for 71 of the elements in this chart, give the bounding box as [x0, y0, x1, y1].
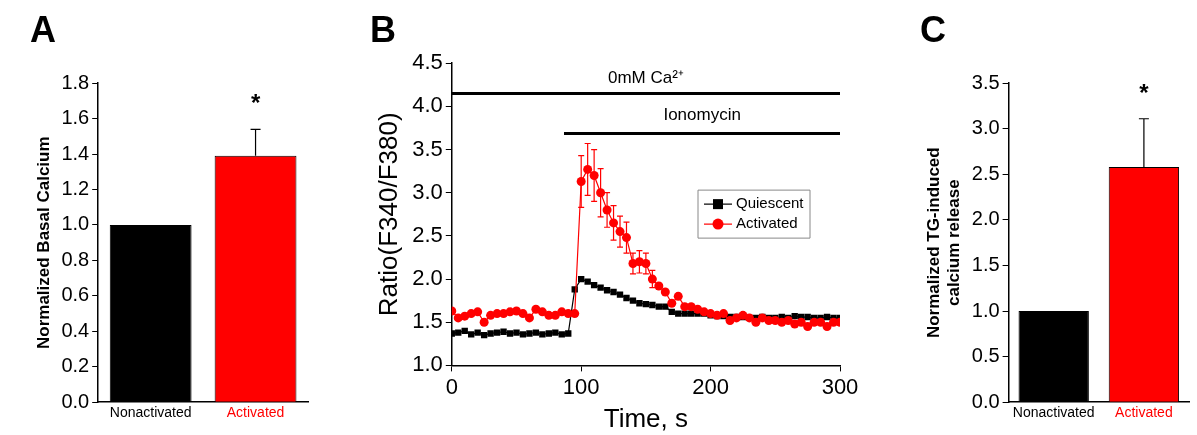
annotation: *	[249, 89, 262, 118]
x-tick-label: Activated	[226, 404, 285, 421]
y-tick-label: 3.0	[412, 178, 443, 204]
point	[526, 330, 533, 337]
chart-title: A	[30, 8, 56, 50]
y-tick-label: 2.0	[971, 207, 1000, 230]
x-tick-label: 200	[692, 373, 729, 399]
point	[629, 297, 637, 304]
point	[636, 300, 643, 307]
point	[513, 329, 520, 336]
point	[565, 330, 572, 337]
y-tick-label: 0.5	[971, 344, 1000, 367]
y-tick-label: 0.2	[61, 354, 90, 377]
point	[804, 313, 811, 321]
point	[493, 329, 501, 336]
point	[506, 330, 514, 337]
point	[584, 278, 591, 285]
y-tick-label: 1.0	[61, 212, 90, 235]
y-tick-label: 2.0	[412, 265, 443, 291]
y-tick-label: 1.4	[61, 141, 90, 164]
y-tick-label: 1.5	[971, 253, 1000, 275]
point	[545, 330, 553, 337]
point	[474, 329, 481, 336]
legend-label: Quiescent	[736, 194, 805, 212]
point	[642, 300, 650, 308]
y-tick-label: 1.6	[61, 106, 90, 129]
y-tick-label: 2.5	[412, 221, 443, 247]
y-tick-label: 1.0	[412, 351, 443, 377]
y-tick-label: 3.5	[412, 135, 443, 161]
annotation: Ionomycin	[662, 105, 742, 126]
y-tick-label: 0.4	[61, 318, 90, 341]
annotation: *	[1138, 78, 1150, 107]
legend-label: Activated	[736, 214, 798, 232]
y-tick-label: 0.6	[61, 283, 90, 306]
x-tick-label: 0	[445, 373, 458, 399]
y-tick-label: 4.5	[412, 49, 443, 75]
y-tick-label: 1.0	[971, 298, 1000, 321]
annotation: 0mM Ca²⁺	[606, 67, 685, 89]
y-tick-label: 2.5	[971, 161, 1000, 184]
point	[532, 329, 540, 336]
x-tick-label: 100	[562, 373, 600, 399]
y-axis-title: Normalized TG-induced calcium release	[923, 147, 964, 339]
point	[455, 329, 462, 336]
y-axis-title: Normalized Basal Calcium	[33, 136, 53, 349]
point	[675, 310, 682, 317]
chart-title: B	[370, 8, 396, 50]
x-tick-label: Nonactivated	[109, 404, 192, 421]
y-axis-title: Ratio(F340/F380)	[372, 112, 403, 317]
point	[597, 284, 604, 291]
x-tick-label: Activated	[1115, 404, 1173, 421]
point	[500, 328, 507, 335]
point	[649, 301, 656, 309]
y-tick-label: 1.5	[412, 308, 443, 334]
y-tick-label: 3.5	[971, 70, 1000, 93]
chart-title: C	[920, 8, 946, 50]
point	[616, 291, 624, 298]
y-tick-label: 3.0	[971, 116, 1000, 139]
point	[623, 294, 630, 302]
y-tick-label: 4.0	[412, 92, 443, 118]
y-tick-label: 0.0	[61, 389, 90, 412]
y-tick-label: 0.0	[971, 389, 1000, 412]
x-tick-label: Nonactivated	[1012, 404, 1095, 421]
y-tick-label: 1.2	[61, 177, 90, 200]
y-tick-label: 1.8	[61, 70, 90, 93]
y-tick-label: 0.8	[61, 247, 90, 270]
x-tick-label: 300	[821, 373, 859, 399]
point	[610, 288, 617, 296]
point	[539, 331, 546, 338]
point	[487, 330, 494, 337]
point	[552, 329, 559, 336]
x-axis-title: Time, s	[603, 402, 689, 433]
